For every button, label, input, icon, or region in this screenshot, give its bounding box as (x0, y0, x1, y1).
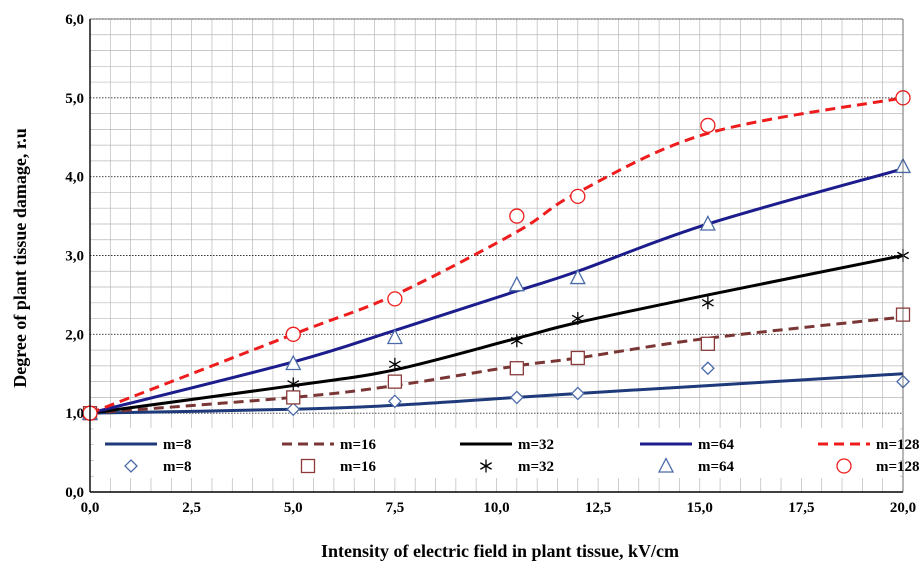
series-line-m=128 (89, 96, 904, 415)
y-tick-label: 5,0 (65, 91, 84, 107)
legend-marker-swatch (300, 458, 316, 474)
data-point-m=8 (570, 386, 585, 401)
data-point-m=128 (285, 326, 301, 342)
legend-label: m=16 (340, 437, 377, 453)
data-point-m=128 (387, 291, 403, 307)
data-point-m=64 (285, 354, 302, 371)
data-point-m=8 (387, 394, 402, 409)
data-point-m=64 (386, 328, 403, 345)
y-tick-label: 3,0 (65, 249, 84, 265)
x-tick-label: 7,5 (386, 500, 405, 516)
asterisk-stroke (571, 314, 584, 323)
legend-background (94, 428, 900, 478)
data-point-m=32 (571, 312, 584, 326)
x-tick-label: 17,5 (788, 500, 814, 516)
x-tick-label: 2,5 (182, 500, 201, 516)
data-point-m=32 (287, 377, 300, 391)
axes (89, 18, 904, 493)
y-tick-label: 0,0 (65, 485, 84, 501)
legend-marker-swatch (480, 459, 492, 473)
data-point-m=32 (701, 296, 714, 310)
x-tick-label: 0,0 (81, 500, 100, 516)
asterisk-stroke (388, 360, 401, 369)
asterisk-stroke (287, 380, 300, 388)
legend-label: m=8 (163, 437, 192, 453)
data-point-m=64 (569, 268, 586, 285)
series-line-m=8 (89, 372, 904, 415)
x-tick-label: 12,5 (585, 500, 611, 516)
data-point-m=16 (286, 390, 301, 405)
data-point-m=32 (388, 357, 401, 371)
y-tick-label: 6,0 (65, 12, 84, 28)
legend-label: m=32 (518, 459, 554, 475)
data-point-m=64 (699, 215, 716, 231)
asterisk-stroke (701, 298, 714, 307)
data-point-m=128 (509, 208, 525, 224)
x-axis-title: Intensity of electric field in plant tis… (321, 541, 679, 561)
data-point-m=16 (700, 336, 716, 351)
x-tick-label: 15,0 (687, 500, 713, 516)
y-axis-title: Degree of plant tissue damage, r.u (10, 128, 30, 388)
legend-label: m=8 (163, 459, 192, 475)
data-point-m=128 (700, 117, 716, 134)
legend-label: m=128 (876, 437, 920, 453)
legend-label: m=16 (340, 459, 377, 475)
legend-label: m=128 (876, 459, 920, 475)
grid (89, 18, 904, 493)
legend-marker-swatch (124, 459, 138, 473)
y-tick-label: 4,0 (65, 170, 84, 186)
legend-marker-swatch (836, 458, 852, 474)
data-point-m=32 (510, 334, 523, 348)
data-point-m=16 (509, 361, 524, 376)
asterisk-stroke (510, 336, 523, 345)
x-tick-label: 10,0 (483, 500, 509, 516)
asterisk-stroke (480, 462, 492, 470)
series-line-m=16 (89, 315, 904, 415)
tick-labels: 0,0 2,5 5,0 7,5 10,0 12,5 15,0 17,5 20,0 0,0 1,0 2,… (65, 12, 916, 516)
legend-label: m=64 (698, 437, 735, 453)
data-point-m=128 (570, 188, 586, 205)
y-tick-label: 2,0 (65, 327, 84, 343)
data-point-m=8 (286, 402, 301, 417)
data-point-m=8 (700, 361, 715, 376)
legend: m=8 m=16 m=32 m=64 m=128 m=8 m=16 m=32 m=64 m=128 (94, 428, 920, 478)
x-tick-label: 20,0 (890, 500, 916, 516)
legend-label: m=64 (698, 459, 735, 475)
data-point-m=8 (509, 390, 524, 405)
legend-marker-swatch (657, 457, 675, 473)
x-tick-label: 5,0 (284, 500, 303, 516)
y-tick-label: 1,0 (65, 406, 84, 422)
data-point-m=64 (508, 275, 525, 292)
legend-label: m=32 (518, 437, 554, 453)
data-point-m=16 (570, 350, 585, 366)
data-point-m=16 (387, 374, 403, 389)
